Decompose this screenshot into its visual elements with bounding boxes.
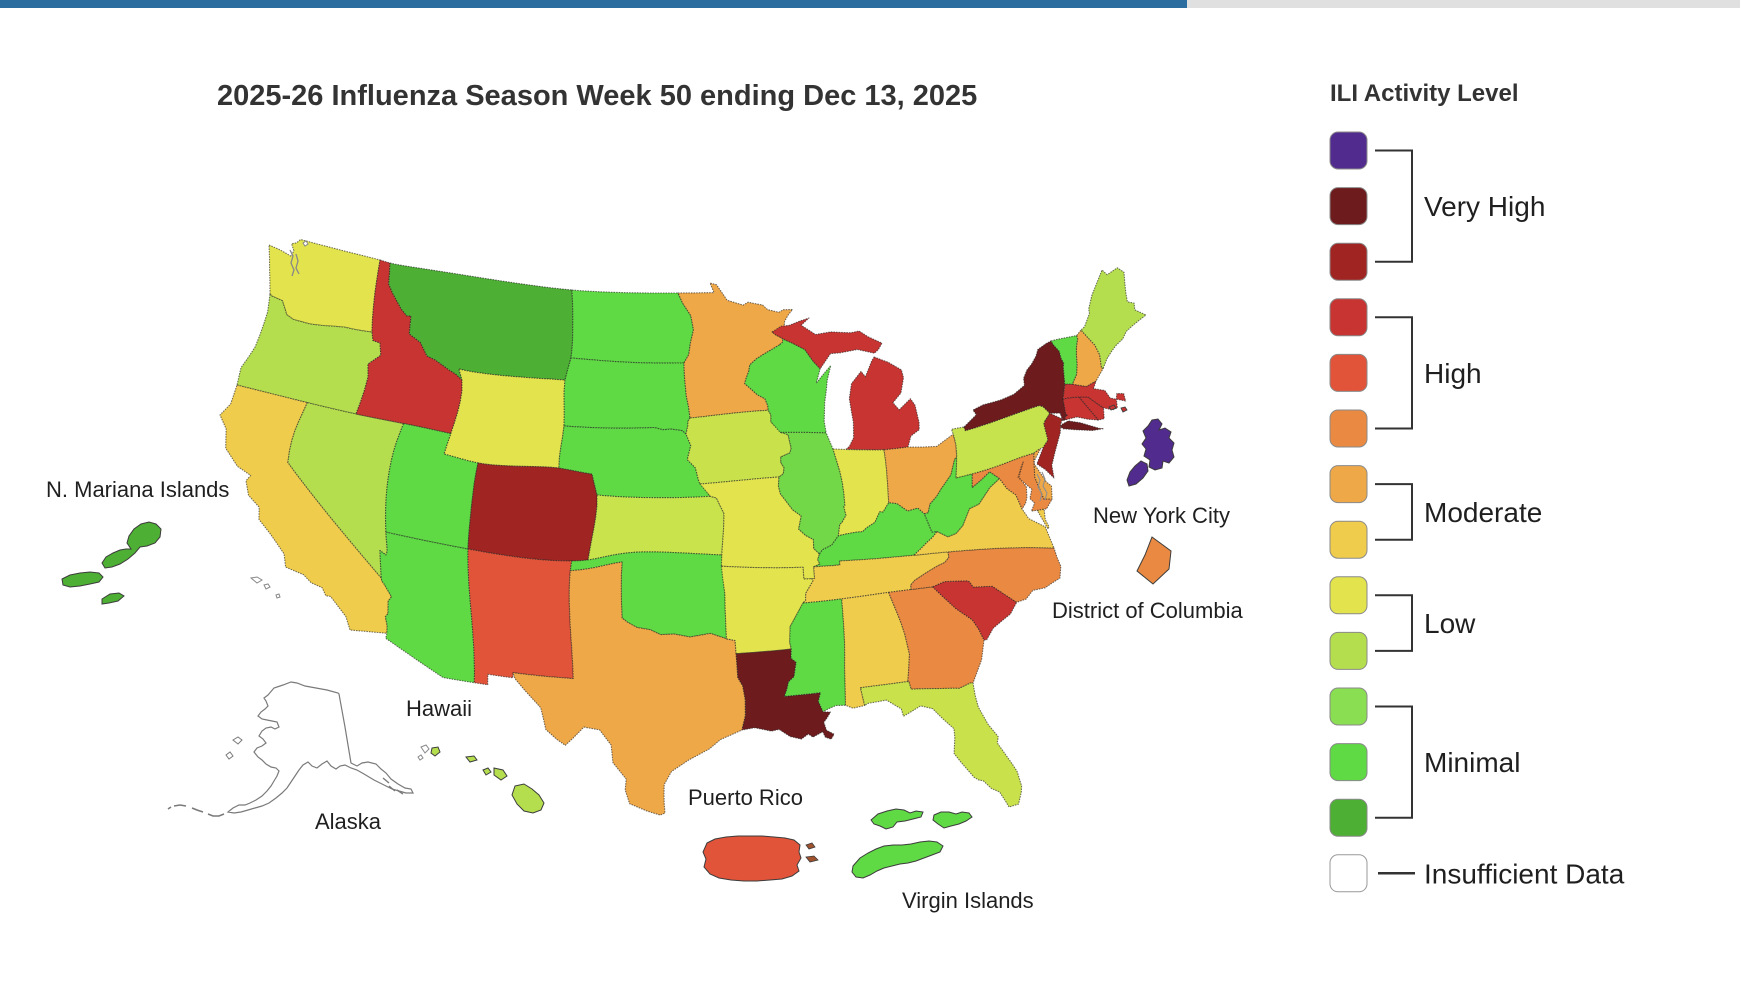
svg-text:Very High: Very High <box>1424 191 1545 222</box>
svg-text:Moderate: Moderate <box>1424 497 1542 528</box>
svg-text:New York City: New York City <box>1093 503 1230 528</box>
svg-text:Insufficient Data: Insufficient Data <box>1424 858 1625 889</box>
svg-text:Alaska: Alaska <box>315 809 382 834</box>
svg-text:ILI Activity Level: ILI Activity Level <box>1330 80 1519 107</box>
svg-text:Puerto Rico: Puerto Rico <box>688 785 803 810</box>
svg-text:Virgin Islands: Virgin Islands <box>902 888 1034 913</box>
svg-text:N. Mariana Islands: N. Mariana Islands <box>46 477 229 502</box>
svg-text:2025-26 Influenza Season Week: 2025-26 Influenza Season Week 50 ending … <box>217 80 977 112</box>
svg-text:District of Columbia: District of Columbia <box>1052 598 1243 623</box>
svg-text:High: High <box>1424 358 1482 389</box>
svg-text:Hawaii: Hawaii <box>406 696 472 721</box>
svg-text:Low: Low <box>1424 608 1476 639</box>
svg-text:Minimal: Minimal <box>1424 747 1520 778</box>
